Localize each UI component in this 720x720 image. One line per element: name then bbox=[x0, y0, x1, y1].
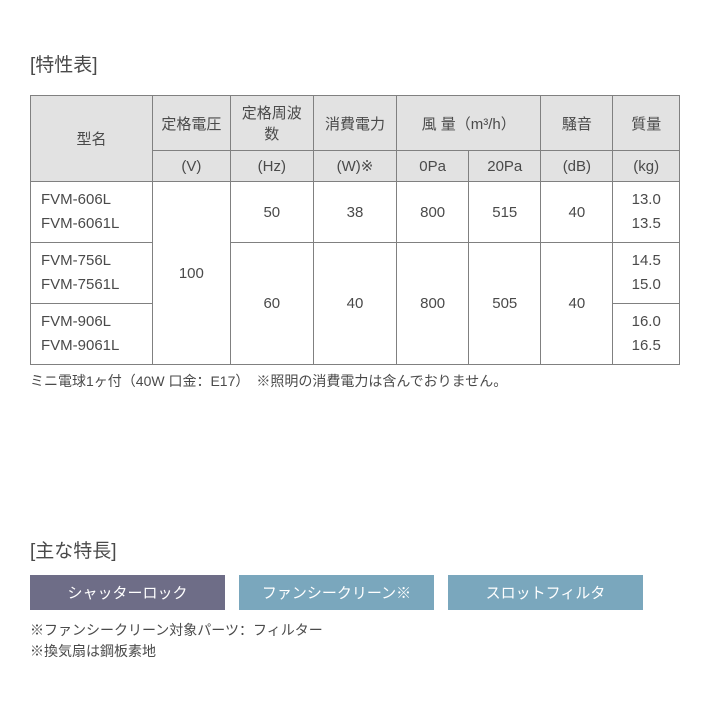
cell-af20: 505 bbox=[469, 243, 541, 365]
badge-fancy-clean: ファンシークリーン※ bbox=[239, 575, 434, 610]
cell-af0: 800 bbox=[397, 182, 469, 243]
th-freq-unit: (Hz) bbox=[230, 151, 313, 182]
characteristics-title: [特性表] bbox=[30, 50, 700, 77]
cell-kg: 13.013.5 bbox=[613, 182, 680, 243]
cell-model: FVM-906LFVM-9061L bbox=[31, 304, 153, 365]
features-section: [主な特長] シャッターロック ファンシークリーン※ スロットフィルタ ※ファン… bbox=[30, 536, 700, 662]
cell-model: FVM-756LFVM-7561L bbox=[31, 243, 153, 304]
features-note-1: ※ファンシークリーン対象パーツ：フィルター bbox=[30, 620, 700, 641]
features-title: [主な特長] bbox=[30, 536, 700, 563]
features-note-2: ※換気扇は鋼板素地 bbox=[30, 641, 700, 662]
cell-db: 40 bbox=[541, 182, 613, 243]
cell-w: 40 bbox=[313, 243, 396, 365]
characteristics-section: [特性表] 型名 定格電圧 定格周波数 消費電力 風 量（m³/h） 騒音 質量… bbox=[30, 50, 700, 391]
badge-shutter-lock: シャッターロック bbox=[30, 575, 225, 610]
characteristics-table: 型名 定格電圧 定格周波数 消費電力 風 量（m³/h） 騒音 質量 (V) (… bbox=[30, 95, 680, 365]
th-mass: 質量 bbox=[613, 96, 680, 151]
table-row: FVM-606LFVM-6061L 100 50 38 800 515 40 1… bbox=[31, 182, 680, 243]
cell-w: 38 bbox=[313, 182, 396, 243]
cell-af0: 800 bbox=[397, 243, 469, 365]
cell-kg: 14.515.0 bbox=[613, 243, 680, 304]
table-header-row-1: 型名 定格電圧 定格周波数 消費電力 風 量（m³/h） 騒音 質量 bbox=[31, 96, 680, 151]
th-airflow: 風 量（m³/h） bbox=[397, 96, 541, 151]
badges-row: シャッターロック ファンシークリーン※ スロットフィルタ bbox=[30, 575, 700, 610]
cell-model: FVM-606LFVM-6061L bbox=[31, 182, 153, 243]
th-voltage-unit: (V) bbox=[153, 151, 231, 182]
cell-af20: 515 bbox=[469, 182, 541, 243]
th-airflow-0: 0Pa bbox=[397, 151, 469, 182]
th-mass-unit: (kg) bbox=[613, 151, 680, 182]
cell-kg: 16.016.5 bbox=[613, 304, 680, 365]
table-note: ミニ電球1ヶ付（40W 口金：E17） ※照明の消費電力は含んでおりません。 bbox=[30, 371, 700, 391]
th-freq: 定格周波数 bbox=[230, 96, 313, 151]
badge-slot-filter: スロットフィルタ bbox=[448, 575, 643, 610]
th-power: 消費電力 bbox=[313, 96, 396, 151]
th-model: 型名 bbox=[31, 96, 153, 182]
th-airflow-20: 20Pa bbox=[469, 151, 541, 182]
th-power-unit: (W)※ bbox=[313, 151, 396, 182]
cell-voltage: 100 bbox=[153, 182, 231, 365]
th-noise-unit: (dB) bbox=[541, 151, 613, 182]
cell-db: 40 bbox=[541, 243, 613, 365]
cell-hz: 60 bbox=[230, 243, 313, 365]
th-noise: 騒音 bbox=[541, 96, 613, 151]
th-voltage: 定格電圧 bbox=[153, 96, 231, 151]
cell-hz: 50 bbox=[230, 182, 313, 243]
table-row: FVM-756LFVM-7561L 60 40 800 505 40 14.51… bbox=[31, 243, 680, 304]
